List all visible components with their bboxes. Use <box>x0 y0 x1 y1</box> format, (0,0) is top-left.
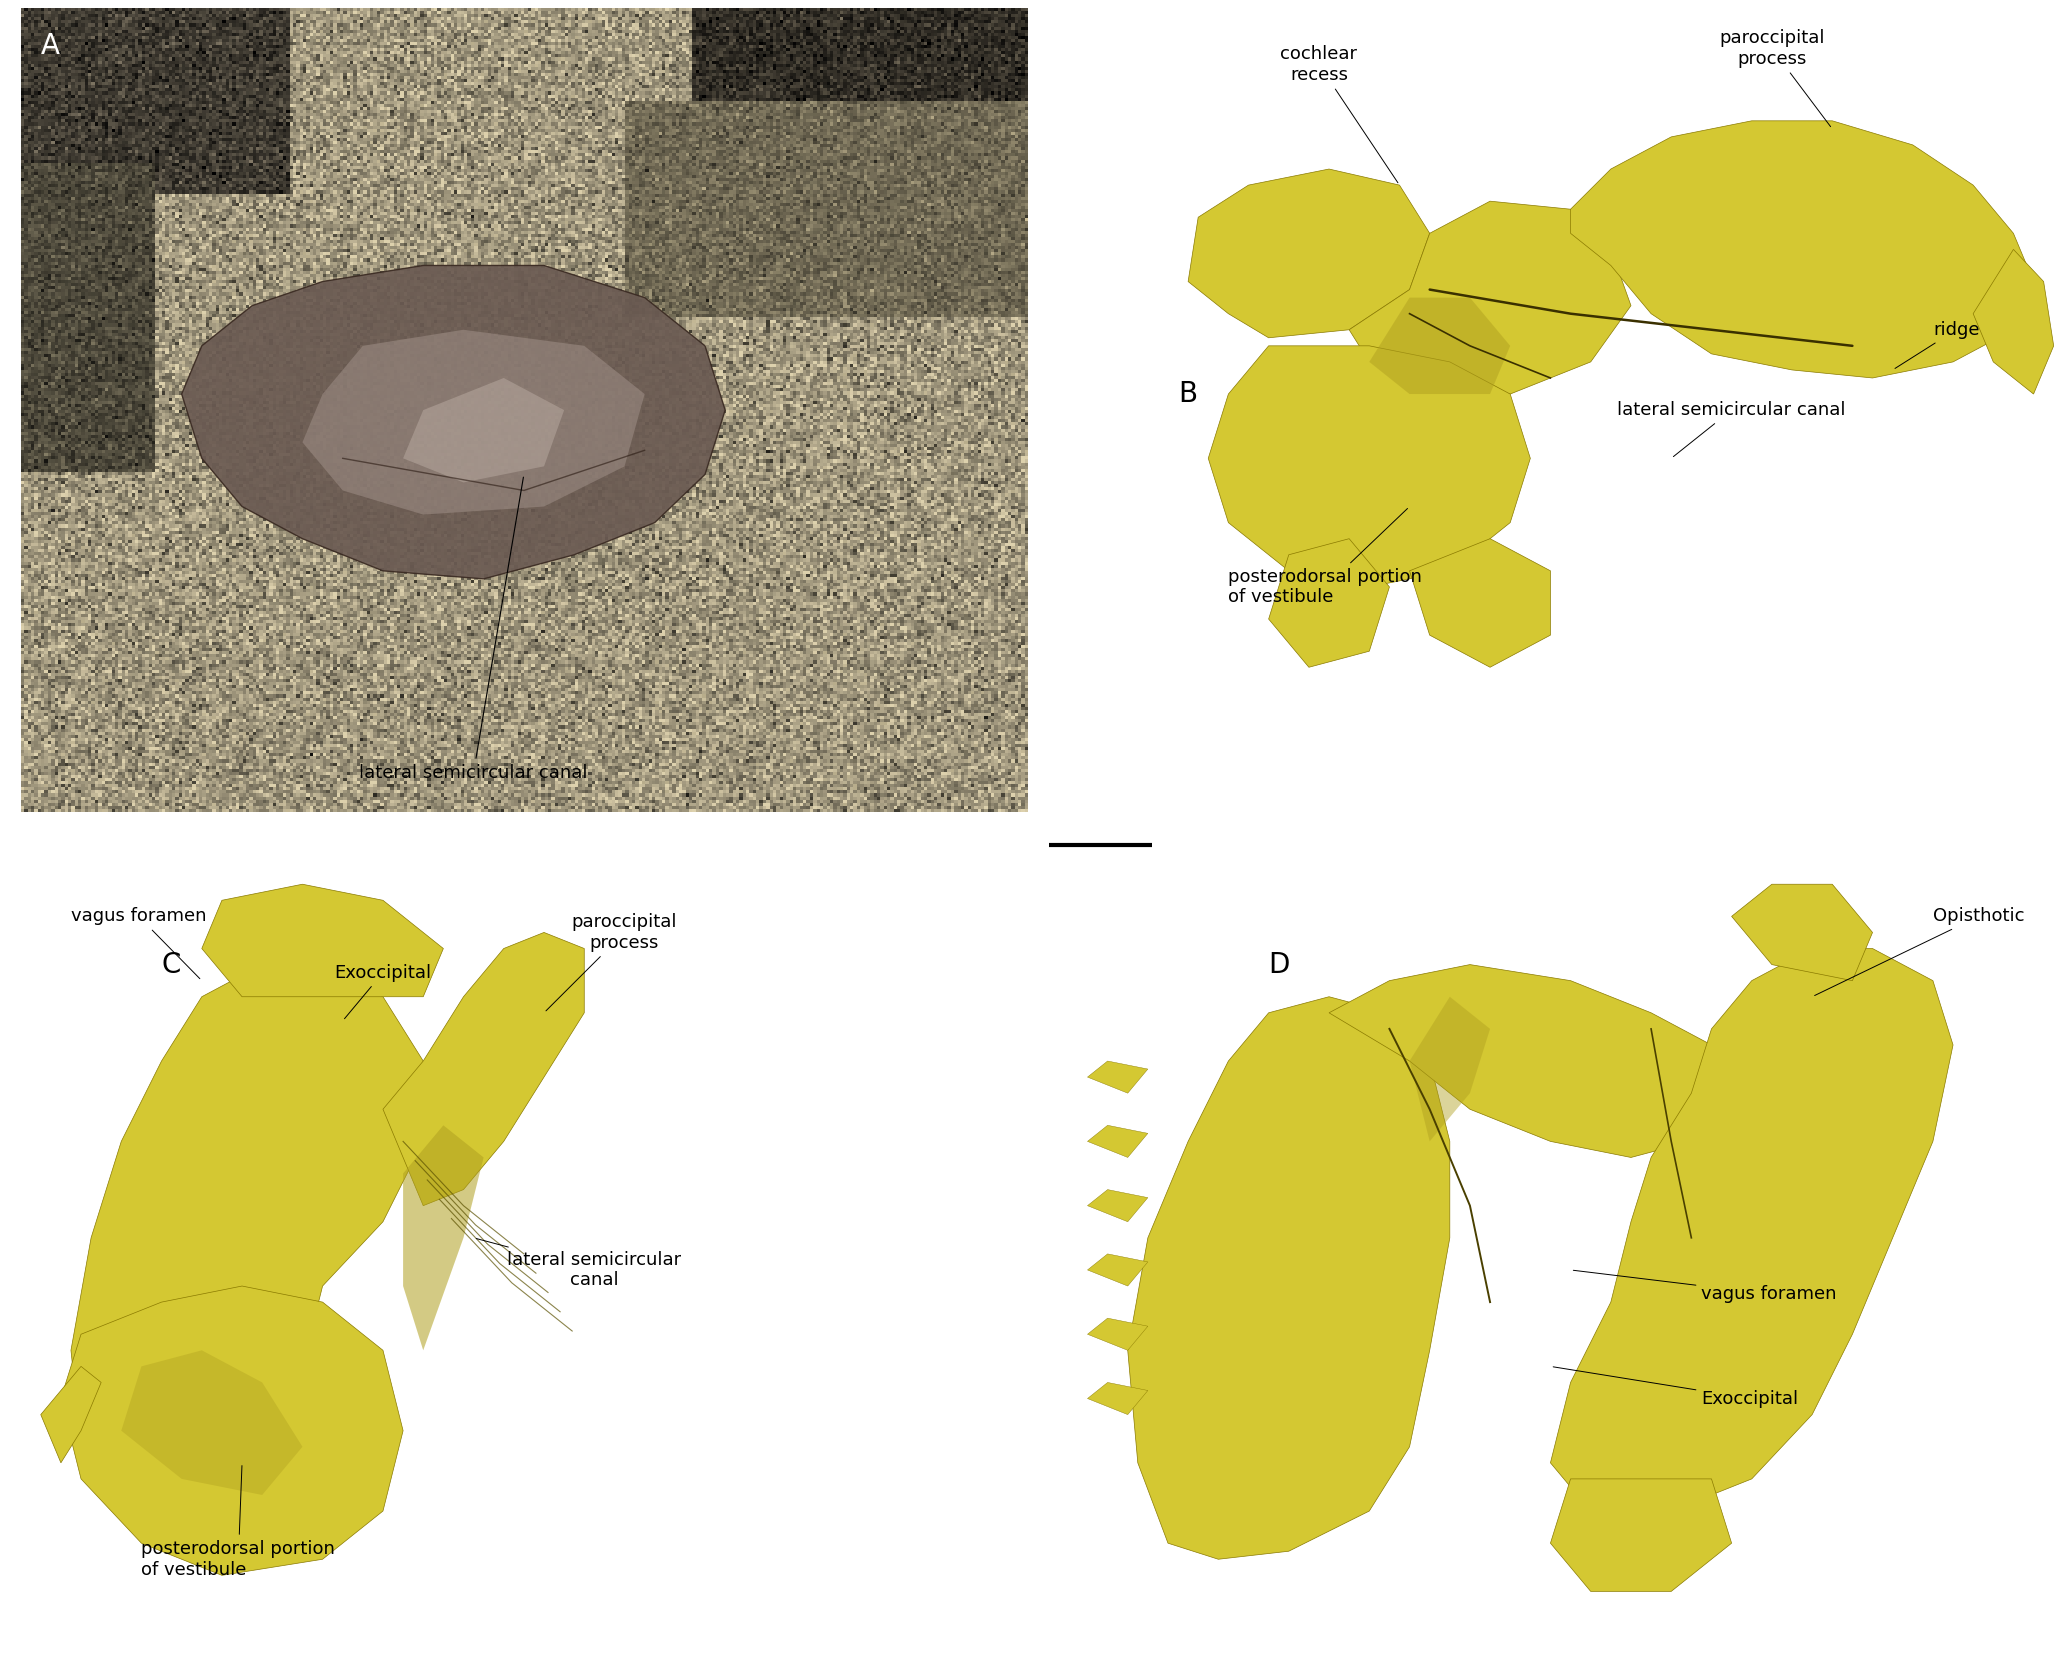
Text: paroccipital
process: paroccipital process <box>547 914 677 1010</box>
Polygon shape <box>1088 1318 1148 1350</box>
Text: cochlear
recess: cochlear recess <box>1280 45 1397 183</box>
Text: ridge: ridge <box>1895 321 1979 368</box>
Polygon shape <box>1088 1125 1148 1158</box>
Text: B: B <box>1179 379 1197 408</box>
Polygon shape <box>1329 965 1732 1158</box>
Polygon shape <box>1732 884 1872 980</box>
Polygon shape <box>402 1125 483 1350</box>
Polygon shape <box>1189 170 1430 338</box>
Polygon shape <box>1269 539 1389 667</box>
Text: lateral semicircular canal: lateral semicircular canal <box>1618 401 1845 456</box>
Polygon shape <box>384 932 584 1206</box>
Polygon shape <box>1973 250 2054 394</box>
Polygon shape <box>41 1366 101 1463</box>
Polygon shape <box>402 378 563 483</box>
Polygon shape <box>1088 1190 1148 1221</box>
Text: vagus foramen: vagus foramen <box>1573 1270 1837 1303</box>
Polygon shape <box>70 965 423 1528</box>
Text: posterodorsal portion
of vestibule: posterodorsal portion of vestibule <box>1228 509 1422 606</box>
Polygon shape <box>1550 948 1953 1511</box>
Polygon shape <box>1550 1479 1732 1591</box>
Polygon shape <box>303 329 644 514</box>
Polygon shape <box>1350 201 1631 394</box>
Text: Exoccipital: Exoccipital <box>1554 1366 1798 1408</box>
Text: D: D <box>1269 950 1290 978</box>
Polygon shape <box>1088 1383 1148 1414</box>
Polygon shape <box>1088 1255 1148 1286</box>
Polygon shape <box>182 266 724 579</box>
Text: lateral semicircular
canal: lateral semicircular canal <box>477 1238 681 1290</box>
Polygon shape <box>62 1286 402 1576</box>
Polygon shape <box>1127 997 1449 1559</box>
Polygon shape <box>1207 346 1529 587</box>
Text: Exoccipital: Exoccipital <box>334 963 431 1018</box>
Polygon shape <box>202 884 444 997</box>
Text: lateral semicircular canal: lateral semicircular canal <box>359 478 588 782</box>
Text: Opisthotic: Opisthotic <box>1814 907 2025 995</box>
Polygon shape <box>1088 1062 1148 1093</box>
Text: C: C <box>161 950 182 978</box>
Polygon shape <box>122 1350 303 1494</box>
Polygon shape <box>1410 539 1550 667</box>
Text: vagus foramen: vagus foramen <box>70 907 206 978</box>
Polygon shape <box>1368 298 1511 394</box>
Text: posterodorsal portion
of vestibule: posterodorsal portion of vestibule <box>142 1466 334 1579</box>
Text: paroccipital
process: paroccipital process <box>1719 28 1831 126</box>
Polygon shape <box>1410 997 1490 1142</box>
Polygon shape <box>1571 121 2033 378</box>
Text: A: A <box>41 32 60 60</box>
